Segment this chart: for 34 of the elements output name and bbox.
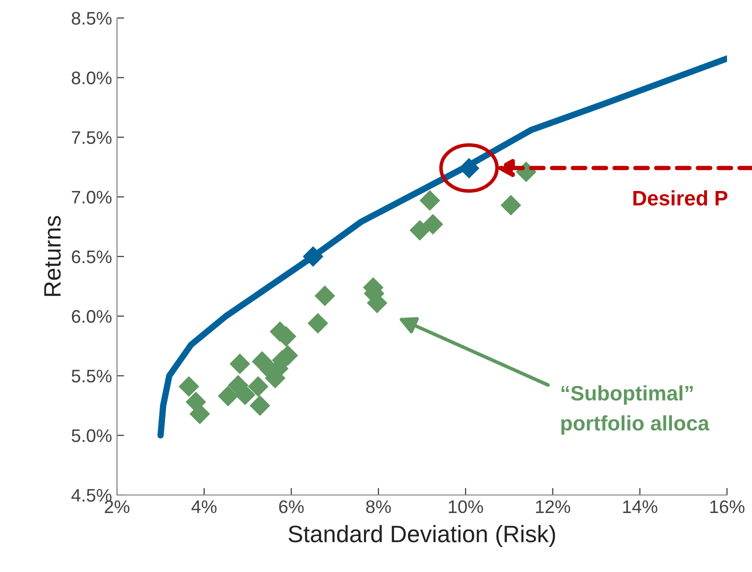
y-axis-title: Returns — [44, 216, 61, 296]
point — [250, 395, 270, 416]
point — [248, 376, 268, 397]
annotation: “Suboptimal” portfolio alloca — [561, 385, 710, 435]
x-tick-label: 8% — [366, 500, 391, 514]
point — [234, 384, 256, 406]
x-tick-label: 14% — [623, 500, 658, 514]
point — [420, 190, 440, 211]
x-tick-label: 10% — [448, 500, 483, 514]
x-tick-label: 12% — [536, 500, 570, 514]
point — [500, 194, 522, 216]
point — [410, 220, 430, 241]
y-tick-label: 7.0% — [72, 190, 112, 204]
y-tick-label: 8.5% — [72, 12, 112, 25]
x-tick-label: 4% — [192, 500, 217, 514]
y-tick-label: 8.0% — [72, 72, 112, 84]
y-tick-label: 4.5% — [71, 489, 112, 502]
x-tick-label: 16% — [710, 500, 744, 514]
x-axis-title: Standard Deviation (Risk) — [288, 525, 556, 548]
point — [230, 354, 250, 374]
point — [314, 286, 336, 306]
y-tick-label: 6.5% — [72, 250, 112, 264]
x-tick-label: 6% — [279, 500, 304, 514]
y-tick-label: 5.5% — [72, 370, 112, 382]
point — [178, 376, 200, 397]
y-tick-label: 7.5% — [72, 131, 112, 144]
point — [218, 386, 238, 406]
point — [302, 246, 324, 267]
x-tick-label: 2% — [104, 500, 130, 514]
y-tick-label: 5.0% — [72, 429, 112, 442]
point — [308, 312, 328, 334]
annotation: Desired P — [633, 190, 728, 206]
y-tick-label: 6.0% — [72, 310, 112, 323]
point — [422, 214, 444, 235]
